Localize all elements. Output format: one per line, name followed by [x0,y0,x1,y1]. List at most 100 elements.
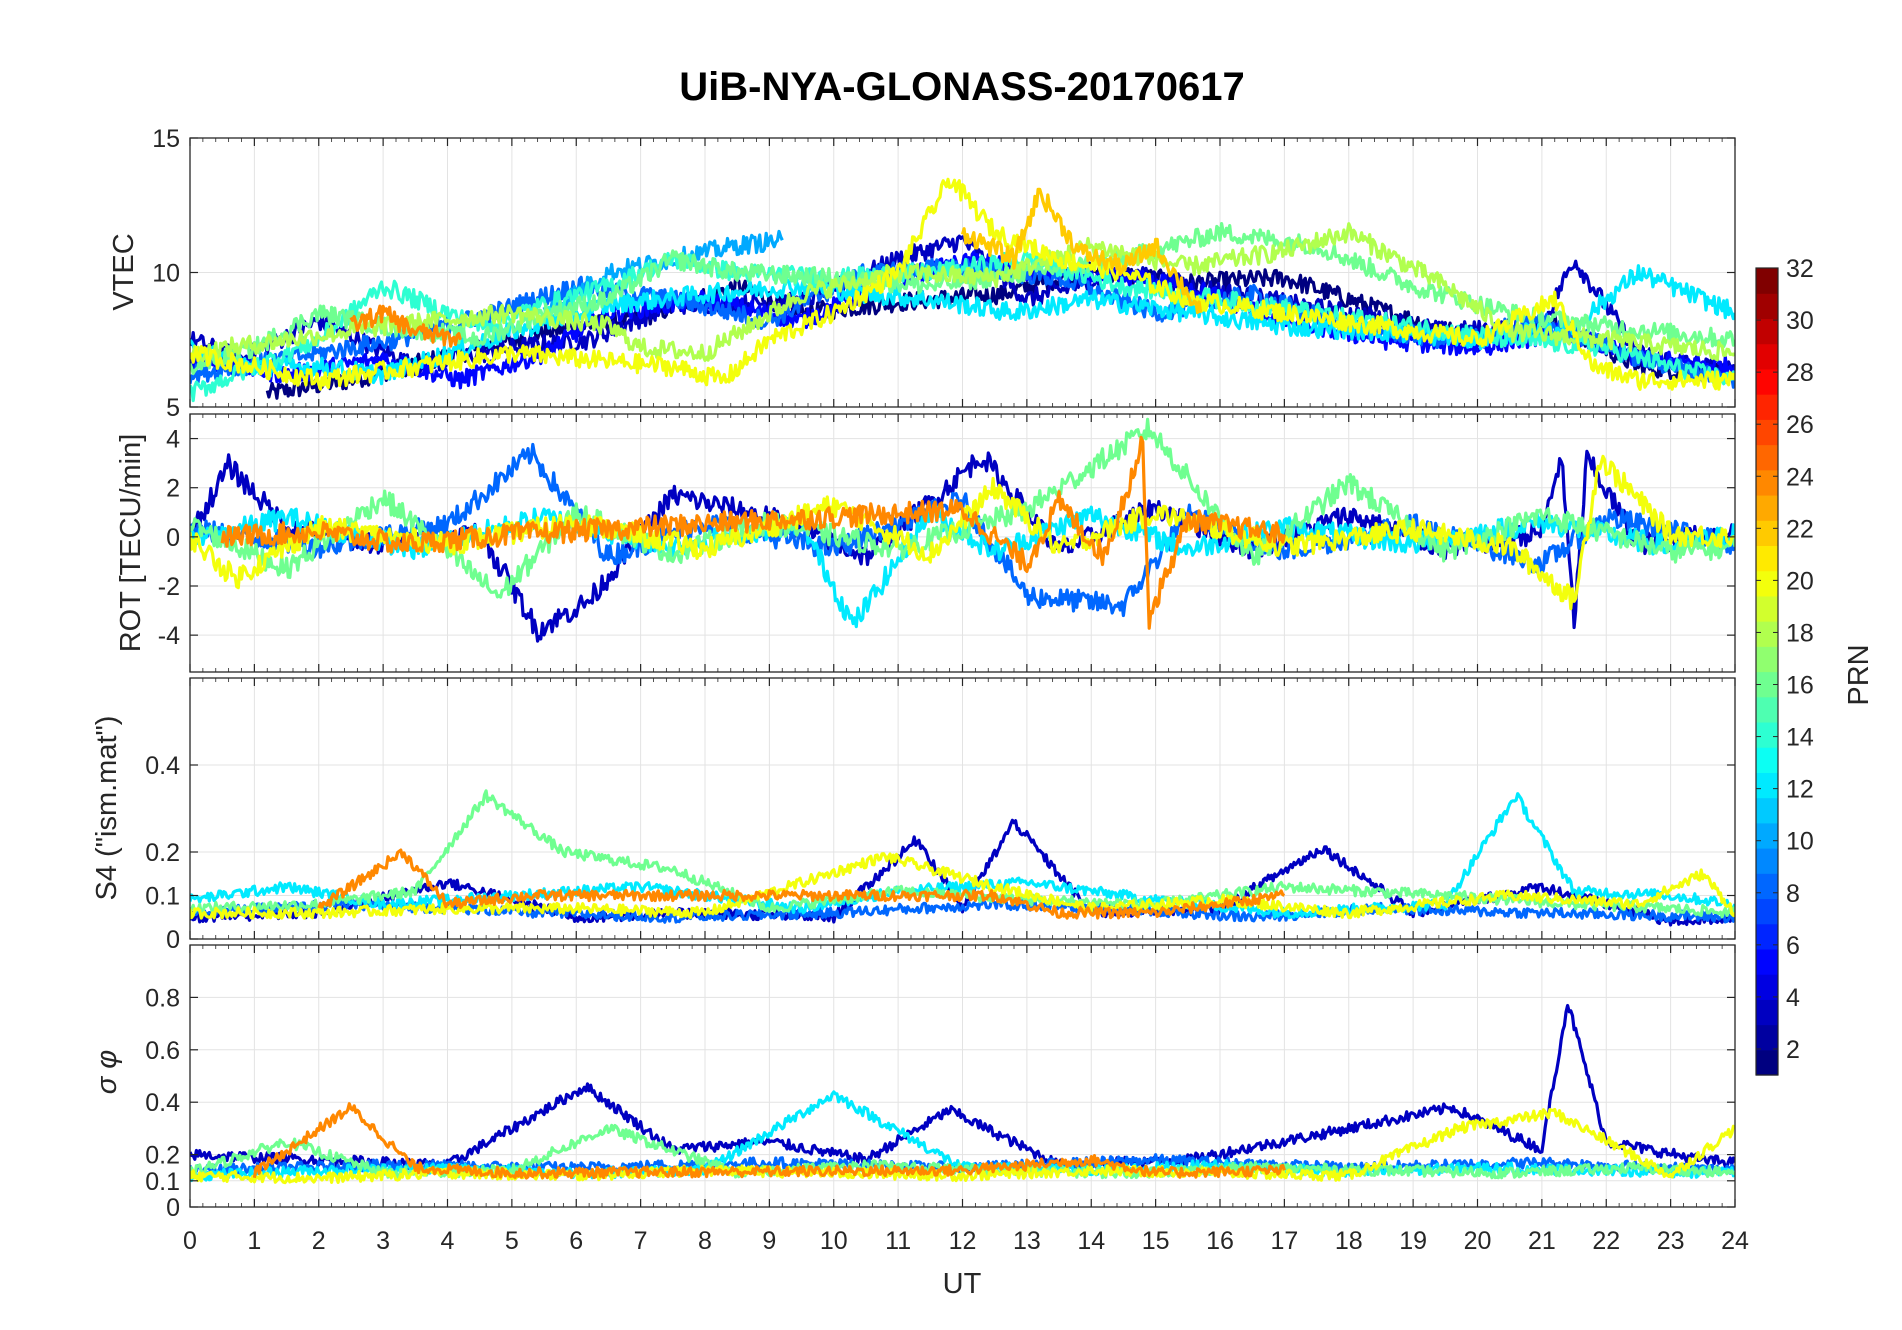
colorbar-tick-label: 22 [1786,515,1814,543]
colorbar-cell [1756,570,1778,597]
axes-box [189,413,1736,673]
x-tick-label: 18 [1335,1227,1363,1255]
x-tick-label: 20 [1464,1227,1492,1255]
colorbar-tick-label: 8 [1786,880,1800,908]
series-line-prn-24 [317,848,1286,920]
colorbar-tick-label: 30 [1786,307,1814,335]
colorbar-cell [1756,595,1778,622]
colorbar-cell [1756,293,1778,320]
x-tick-label: 21 [1528,1227,1556,1255]
colorbar-cell [1756,772,1778,799]
colorbar-cell [1756,368,1778,395]
x-tick-labels: 0 1 2 3 4 5 6 7 8 9 10 11 12 13 14 15 16 17 18 19 20 21 22 23 24 [183,1227,1749,1255]
colorbar-cell [1756,923,1778,950]
series-line-prn-22 [960,187,1203,315]
series-line-prn-24 [349,304,462,348]
y-tick-label: 15 [152,125,180,153]
colorbar-tick-label: 26 [1786,411,1814,439]
y-tick-label: -4 [158,622,180,650]
series-line-prn-24 [220,435,1286,630]
colorbar-label: PRN [1843,644,1875,705]
panel-sigma-phi: 00.10.2 0.4 0.6 0.8 σ φ [91,944,1736,1222]
colorbar-tick-label: 6 [1786,932,1800,960]
x-tick-label: 22 [1592,1227,1620,1255]
axes-box [189,137,1736,408]
y-axis-label-sigma-phi: σ φ [91,1050,123,1094]
colorbar-frame [1755,267,1779,1076]
x-tick-label: 0 [183,1227,197,1255]
series-line-prn-5 [190,250,1735,390]
x-tick-label: 17 [1270,1227,1298,1255]
colorbar-cell [1756,948,1778,975]
y-tick-label: 0.2 [145,1142,180,1170]
y-tick-label: 10 [152,260,180,288]
colorbar-tick-label: 12 [1786,776,1814,804]
y-tick-label: 0 [166,1194,180,1222]
y-tick-label: 0.1 [145,883,180,911]
x-tick-label: 16 [1206,1227,1234,1255]
axes: 0 0.1 0.2 0.4 [145,677,1736,954]
y-tick-label: 0 [166,926,180,954]
colorbar-cell [1756,621,1778,647]
colorbar-cell [1756,419,1778,446]
panel-rot: -4 -2 0 2 4 ROT [TECU/min] [115,413,1736,673]
y-tick-label: 0.4 [145,752,180,780]
colorbar-cell [1756,646,1778,673]
colorbar-tick-label: 32 [1786,255,1814,283]
series-group [190,1003,1735,1185]
x-tick-label: 15 [1142,1227,1170,1255]
y-tick-label: 0.8 [145,984,180,1012]
colorbar-cell [1756,696,1778,723]
series-group [190,417,1735,643]
axes-box [189,944,1736,1208]
colorbar-cell [1756,797,1778,824]
x-tick-label: 19 [1399,1227,1427,1255]
y-tick-label: 0.2 [145,839,180,867]
colorbar-tick-label: 16 [1786,672,1814,700]
colorbar-cell [1756,848,1778,874]
colorbar-cell [1756,494,1778,521]
series-line-prn-20 [190,852,1735,920]
series-line-prn-12 [190,792,1735,920]
colorbar-cell [1756,721,1778,748]
colorbar-cell [1756,999,1778,1026]
series-line-prn-16 [190,417,1735,599]
series-group [190,177,1735,403]
y-tick-label: 4 [166,426,180,454]
colorbar-cell [1756,268,1778,294]
colorbar-cell [1756,873,1778,900]
colorbar-cell [1756,394,1778,420]
colorbar-tick-label: 10 [1786,828,1814,856]
colorbar-cell [1756,343,1778,370]
colorbar-cell [1756,318,1778,345]
series-line-prn-24 [252,1102,1286,1180]
x-tick-label: 24 [1721,1227,1749,1255]
x-tick-label: 4 [441,1227,455,1255]
axes: -4 -2 0 2 4 [158,413,1736,673]
x-tick-label: 5 [505,1227,519,1255]
y-tick-label: -2 [158,573,180,601]
colorbar-tick-label: 14 [1786,724,1814,752]
x-tick-label: 8 [698,1227,712,1255]
colorbar-cell [1756,974,1778,1000]
colorbar-cell [1756,1024,1778,1051]
panel-vtec: 5 10 15 VTEC [108,125,1736,422]
colorbar-cell [1756,469,1778,496]
chart-title: UiB-NYA-GLONASS-20170617 [679,65,1244,109]
x-axis-label: UT [943,1268,982,1300]
y-tick-label: 0.4 [145,1089,180,1117]
series-line-prn-3 [190,1003,1735,1172]
x-tick-label: 2 [312,1227,326,1255]
y-tick-label: 5 [166,394,180,422]
y-axis-label-rot: ROT [TECU/min] [115,434,147,653]
x-tick-label: 10 [820,1227,848,1255]
colorbar-cell [1756,545,1778,572]
axes: 00.10.2 0.4 0.6 0.8 [145,944,1736,1222]
axes-box [189,677,1736,940]
y-tick-label: 0.6 [145,1037,180,1065]
series-line-prn-20 [190,177,1735,391]
x-tick-label: 3 [376,1227,390,1255]
series-group [190,789,1735,927]
